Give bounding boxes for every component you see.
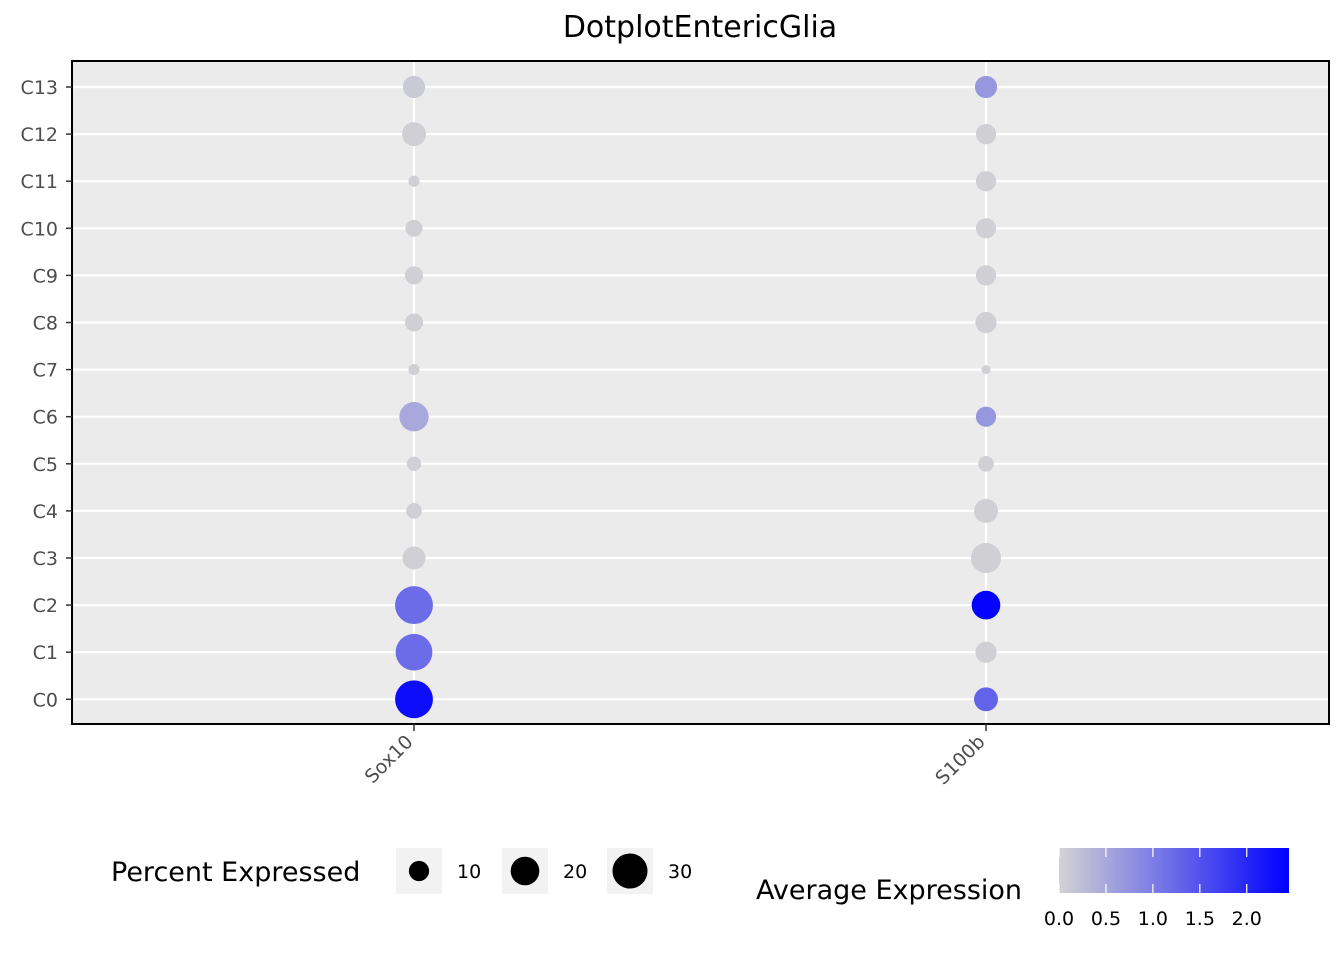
dot-s100b-c12 [975,123,997,145]
size-key-label-30: 30 [668,861,692,883]
size-key-dot-30 [612,853,648,889]
dot-sox10-c6 [399,402,429,432]
chart-title: DotplotEntericGlia [563,10,837,45]
y-tick-label-c12: C12 [21,124,58,146]
y-tick-label-c8: C8 [33,313,58,335]
dot-sox10-c4 [406,503,422,519]
x-tick-label-s100b: S100b [931,731,989,789]
dot-sox10-c2 [395,586,433,625]
y-tick-label-c3: C3 [33,548,58,570]
y-tick-label-c13: C13 [21,77,58,99]
dot-s100b-c11 [975,171,997,192]
dot-sox10-c8 [404,313,424,332]
dot-s100b-c8 [975,311,997,334]
dot-s100b-c13 [974,75,998,99]
dot-s100b-c3 [970,542,1002,574]
dot-sox10-c10 [405,219,423,237]
dot-s100b-c5 [978,455,994,472]
y-tick-label-c4: C4 [33,501,58,523]
y-tick-label-c6: C6 [33,407,58,429]
color-tick-label: 1.0 [1138,908,1168,930]
dot-sox10-c11 [408,175,420,187]
size-legend-title: Percent Expressed [111,857,360,888]
color-legend-title: Average Expression [756,875,1022,906]
size-key-label-10: 10 [457,861,481,883]
dot-s100b-c10 [975,218,997,239]
color-tick-label: 0.0 [1044,908,1074,930]
x-axis: Sox10 S100b [361,724,990,789]
size-key-label-20: 20 [563,861,587,883]
y-tick-label-c1: C1 [33,642,58,664]
dot-sox10-c12 [402,122,426,147]
y-tick-label-c0: C0 [33,689,58,711]
color-tick-label: 0.5 [1091,908,1121,930]
dot-s100b-c0 [974,687,998,712]
dot-sox10-c1 [395,633,433,671]
dot-sox10-c13 [402,75,426,99]
dot-s100b-c7 [981,365,991,375]
y-tick-label-c9: C9 [33,265,58,287]
y-tick-label-c7: C7 [33,360,58,382]
y-tick-label-c5: C5 [33,454,58,476]
y-tick-label-c10: C10 [21,218,58,240]
size-legend: Percent Expressed 10 20 30 [111,848,692,894]
y-axis: C0 C1 C2 C3 C4 C5 C6 C7 C8 C9 C10 C11 C12 C13 [21,77,72,711]
color-tick-label: 2.0 [1232,908,1262,930]
x-tick-label-sox10: Sox10 [361,731,418,788]
dot-sox10-c9 [404,266,424,285]
plot-panel [72,61,1329,724]
size-legend-keys: 10 20 30 [396,848,692,894]
y-tick-label-c11: C11 [21,171,58,193]
color-legend-ticks: 0.0 0.5 1.0 1.5 2.0 [1044,848,1262,930]
size-key-dot-10 [408,860,430,882]
horizontal-gridlines [72,85,1329,701]
dot-s100b-c4 [974,498,998,523]
dot-sox10-c5 [406,456,422,471]
dot-s100b-c2 [971,590,1001,620]
color-bar [1059,848,1289,893]
color-legend: Average Expression 0.0 0.5 1.0 1.5 2.0 [756,848,1289,930]
dot-sox10-c3 [402,546,426,570]
size-key-dot-20 [510,856,540,886]
color-tick-label: 1.5 [1185,908,1215,930]
dot-s100b-c9 [975,265,997,286]
dot-sox10-c0 [395,680,433,719]
y-tick-label-c2: C2 [33,595,58,617]
dot-s100b-c1 [975,641,997,663]
dots [395,75,1002,719]
dot-sox10-c7 [408,364,420,376]
dot-s100b-c6 [975,406,997,427]
plot-border [71,60,1330,725]
